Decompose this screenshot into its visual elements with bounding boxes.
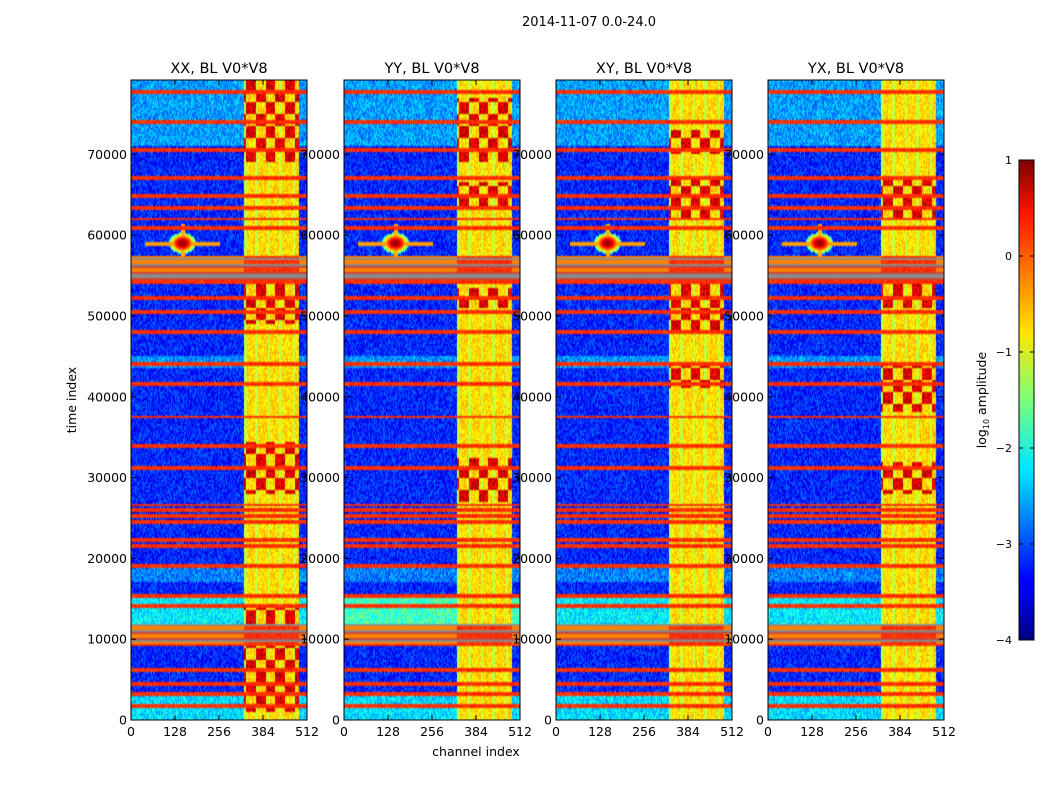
panel-title: YX, BL V0*V8 [807,61,904,77]
y-tick-label: 70000 [512,147,552,162]
y-tick-label: 40000 [87,389,127,404]
y-tick-label: 0 [544,713,552,728]
y-tick-label: 60000 [724,228,764,243]
y-tick-label: 70000 [300,147,340,162]
y-tick-label: 60000 [87,228,127,243]
y-tick-label: 50000 [87,308,127,323]
x-tick-label: 512 [508,724,532,739]
y-tick-label: 10000 [512,632,552,647]
y-tick-label: 40000 [300,389,340,404]
x-tick-label: 128 [800,724,824,739]
y-tick-label: 50000 [724,308,764,323]
colorbar-tick-label: 1 [1005,154,1012,167]
x-tick-label: 512 [932,724,956,739]
y-tick-label: 70000 [87,147,127,162]
shared-axis-labels: channel index time index [64,367,520,759]
y-tick-label: 50000 [512,308,552,323]
heatmap-panel: YY, BL V0*V8 0 128 256 384 512 0 10000 20000 3000… [300,61,532,739]
y-tick-label: 50000 [300,308,340,323]
y-tick-label: 40000 [724,389,764,404]
colorbar-tick-label: −2 [996,442,1012,455]
x-tick-label: 128 [376,724,400,739]
panel-title: XY, BL V0*V8 [596,61,692,77]
y-tick-label: 20000 [724,551,764,566]
panel-title: YY, BL V0*V8 [383,61,479,77]
heatmap-image [768,80,944,720]
y-tick-label: 30000 [724,470,764,485]
x-tick-label: 384 [676,724,700,739]
x-tick-label: 0 [552,724,560,739]
x-tick-label: 384 [464,724,488,739]
x-tick-label: 256 [420,724,444,739]
heatmap-panel: XY, BL V0*V8 0 128 256 384 512 0 10000 20000 3000… [512,61,744,739]
y-tick-label: 0 [332,713,340,728]
x-tick-label: 128 [588,724,612,739]
heatmap-panel: YX, BL V0*V8 0 128 256 384 512 0 10000 20000 3000… [724,61,956,739]
x-axis-label: channel index [432,744,520,759]
y-tick-label: 60000 [512,228,552,243]
panel-title: XX, BL V0*V8 [170,61,267,77]
colorbar-tick-label: −1 [996,346,1012,359]
figure-title: 2014-11-07 0.0-24.0 [522,15,656,30]
x-tick-label: 384 [251,724,275,739]
colorbar: 1 0 −1 −2 −3 −4 log10 amplitude [974,154,1035,647]
y-tick-label: 30000 [87,470,127,485]
y-tick-label: 20000 [87,551,127,566]
heatmap-image [344,80,520,720]
x-tick-label: 256 [632,724,656,739]
colorbar-gradient [1018,159,1035,641]
y-tick-label: 0 [119,713,127,728]
colorbar-tick-label: −3 [996,538,1012,551]
x-tick-label: 0 [764,724,772,739]
y-tick-label: 20000 [300,551,340,566]
x-tick-label: 0 [340,724,348,739]
heatmap-panel: XX, BL V0*V8 0 128 256 384 512 0 10000 20000 3000… [87,61,319,739]
heatmap-image [556,80,732,720]
x-tick-label: 512 [720,724,744,739]
colorbar-tick-label: −4 [996,634,1012,647]
y-tick-label: 30000 [512,470,552,485]
x-tick-label: 128 [163,724,187,739]
colorbar-tick-label: 0 [1005,250,1012,263]
heatmap-panels: XX, BL V0*V8 0 128 256 384 512 0 10000 20000 3000… [87,61,956,739]
colorbar-ticks: 1 0 −1 −2 −3 −4 [996,154,1034,647]
x-tick-label: 256 [844,724,868,739]
y-tick-label: 40000 [512,389,552,404]
y-tick-label: 10000 [87,632,127,647]
x-tick-label: 384 [888,724,912,739]
y-tick-label: 20000 [512,551,552,566]
y-tick-label: 70000 [724,147,764,162]
heatmap-image [131,80,307,720]
y-tick-label: 60000 [300,228,340,243]
x-tick-label: 256 [207,724,231,739]
x-tick-label: 512 [295,724,319,739]
y-tick-label: 10000 [724,632,764,647]
x-tick-label: 0 [127,724,135,739]
y-tick-label: 10000 [300,632,340,647]
y-tick-label: 30000 [300,470,340,485]
y-axis-label: time index [64,367,79,433]
y-tick-label: 0 [756,713,764,728]
colorbar-label: log10 amplitude [974,351,991,448]
